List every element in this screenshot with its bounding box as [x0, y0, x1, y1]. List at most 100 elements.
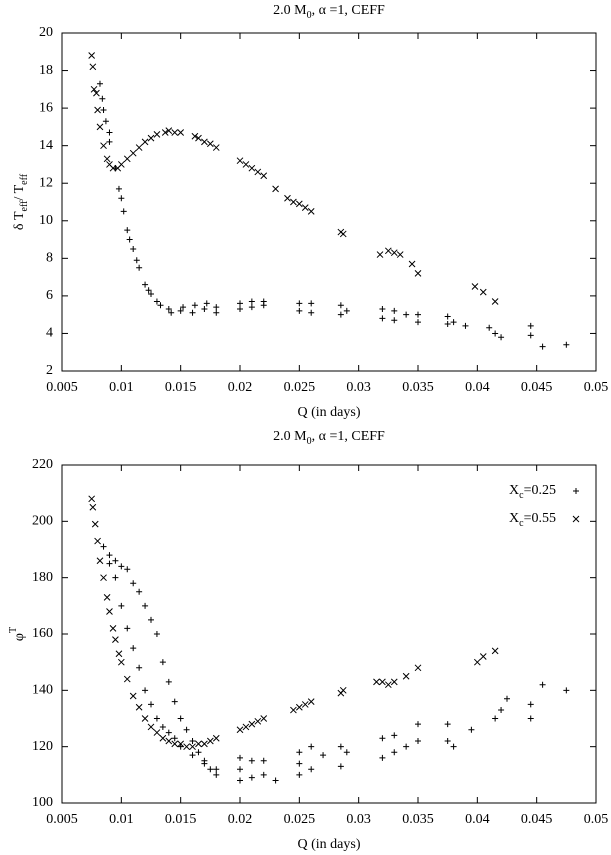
y-tick-label: 200 — [32, 514, 53, 529]
point — [117, 658, 125, 666]
point — [133, 257, 140, 264]
point — [260, 771, 267, 778]
point — [124, 227, 131, 234]
point — [145, 287, 152, 294]
point — [504, 695, 510, 702]
point — [414, 270, 422, 277]
point — [527, 715, 534, 722]
point — [384, 681, 392, 689]
point — [563, 341, 570, 348]
x-tick-label: 0.035 — [402, 812, 434, 827]
point — [343, 307, 350, 314]
point — [126, 236, 133, 243]
point — [402, 672, 410, 680]
plot: 2.0 M0, α =1, CEFF Q (in days) φT 0.005 0.01… — [8, 429, 608, 852]
point — [212, 734, 220, 742]
point — [123, 155, 131, 163]
point — [415, 721, 421, 728]
point — [343, 749, 350, 756]
point — [91, 520, 99, 528]
point — [90, 85, 98, 93]
y-axis-label: δ Teff/ Teff — [12, 173, 30, 230]
point — [148, 616, 154, 623]
y-tick-label: 120 — [32, 739, 53, 754]
point — [213, 304, 220, 311]
point — [492, 715, 499, 722]
y-tick-label: 8 — [46, 251, 53, 266]
y-tick-label: 140 — [32, 683, 53, 698]
point — [337, 743, 344, 750]
point — [492, 330, 499, 337]
point — [159, 734, 167, 742]
point — [337, 311, 344, 318]
y-tick-label: 16 — [39, 100, 53, 115]
legend-marker — [572, 515, 580, 523]
y-tick-label: 180 — [32, 570, 53, 585]
point — [290, 706, 297, 714]
point — [112, 557, 119, 564]
point — [191, 132, 199, 140]
y-tick-label: 160 — [32, 626, 53, 641]
point — [130, 245, 137, 252]
point — [183, 726, 190, 733]
point — [96, 557, 104, 565]
point — [486, 324, 493, 331]
point — [180, 304, 187, 311]
point — [195, 134, 202, 142]
point — [408, 260, 416, 268]
point — [236, 157, 244, 165]
point — [135, 703, 143, 711]
point — [136, 664, 143, 671]
point — [88, 52, 96, 59]
point — [100, 142, 107, 150]
point — [237, 766, 243, 773]
point — [390, 249, 398, 257]
y-tick-label: 2 — [46, 363, 53, 378]
plot-frame — [61, 32, 597, 372]
point — [498, 707, 505, 714]
point — [403, 311, 410, 318]
point — [106, 608, 113, 615]
x-tick-label: 0.05 — [584, 812, 609, 827]
point — [171, 129, 179, 136]
point — [135, 144, 143, 151]
point — [212, 144, 220, 151]
point — [527, 322, 534, 329]
y-tick-label: 220 — [32, 457, 53, 472]
point — [106, 138, 113, 145]
point — [153, 715, 160, 722]
point — [207, 766, 214, 773]
point — [444, 321, 451, 328]
point — [106, 129, 113, 136]
point — [142, 687, 149, 694]
point — [213, 771, 220, 778]
point — [450, 743, 457, 750]
x-axis-label: Q (in days) — [298, 837, 361, 852]
point — [391, 749, 398, 756]
point — [106, 560, 113, 567]
point — [248, 304, 255, 311]
point — [96, 80, 103, 87]
point — [539, 681, 546, 688]
point — [379, 306, 386, 313]
y-tick-label: 12 — [39, 175, 53, 190]
point — [118, 195, 125, 202]
x-tick-label: 0.04 — [465, 380, 490, 395]
x-tick-label: 0.005 — [46, 380, 78, 395]
point — [102, 118, 109, 125]
point — [120, 208, 127, 215]
legend-marker — [573, 488, 579, 494]
point — [444, 721, 451, 728]
point — [165, 306, 172, 313]
legend-label: Xc=0.55 — [509, 511, 556, 529]
point — [308, 300, 315, 307]
point — [301, 204, 309, 211]
point — [491, 647, 499, 655]
y-tick-label: 4 — [46, 326, 53, 341]
point — [468, 726, 475, 733]
point — [415, 311, 421, 318]
point — [189, 752, 196, 759]
point — [284, 194, 291, 202]
point — [136, 588, 143, 595]
